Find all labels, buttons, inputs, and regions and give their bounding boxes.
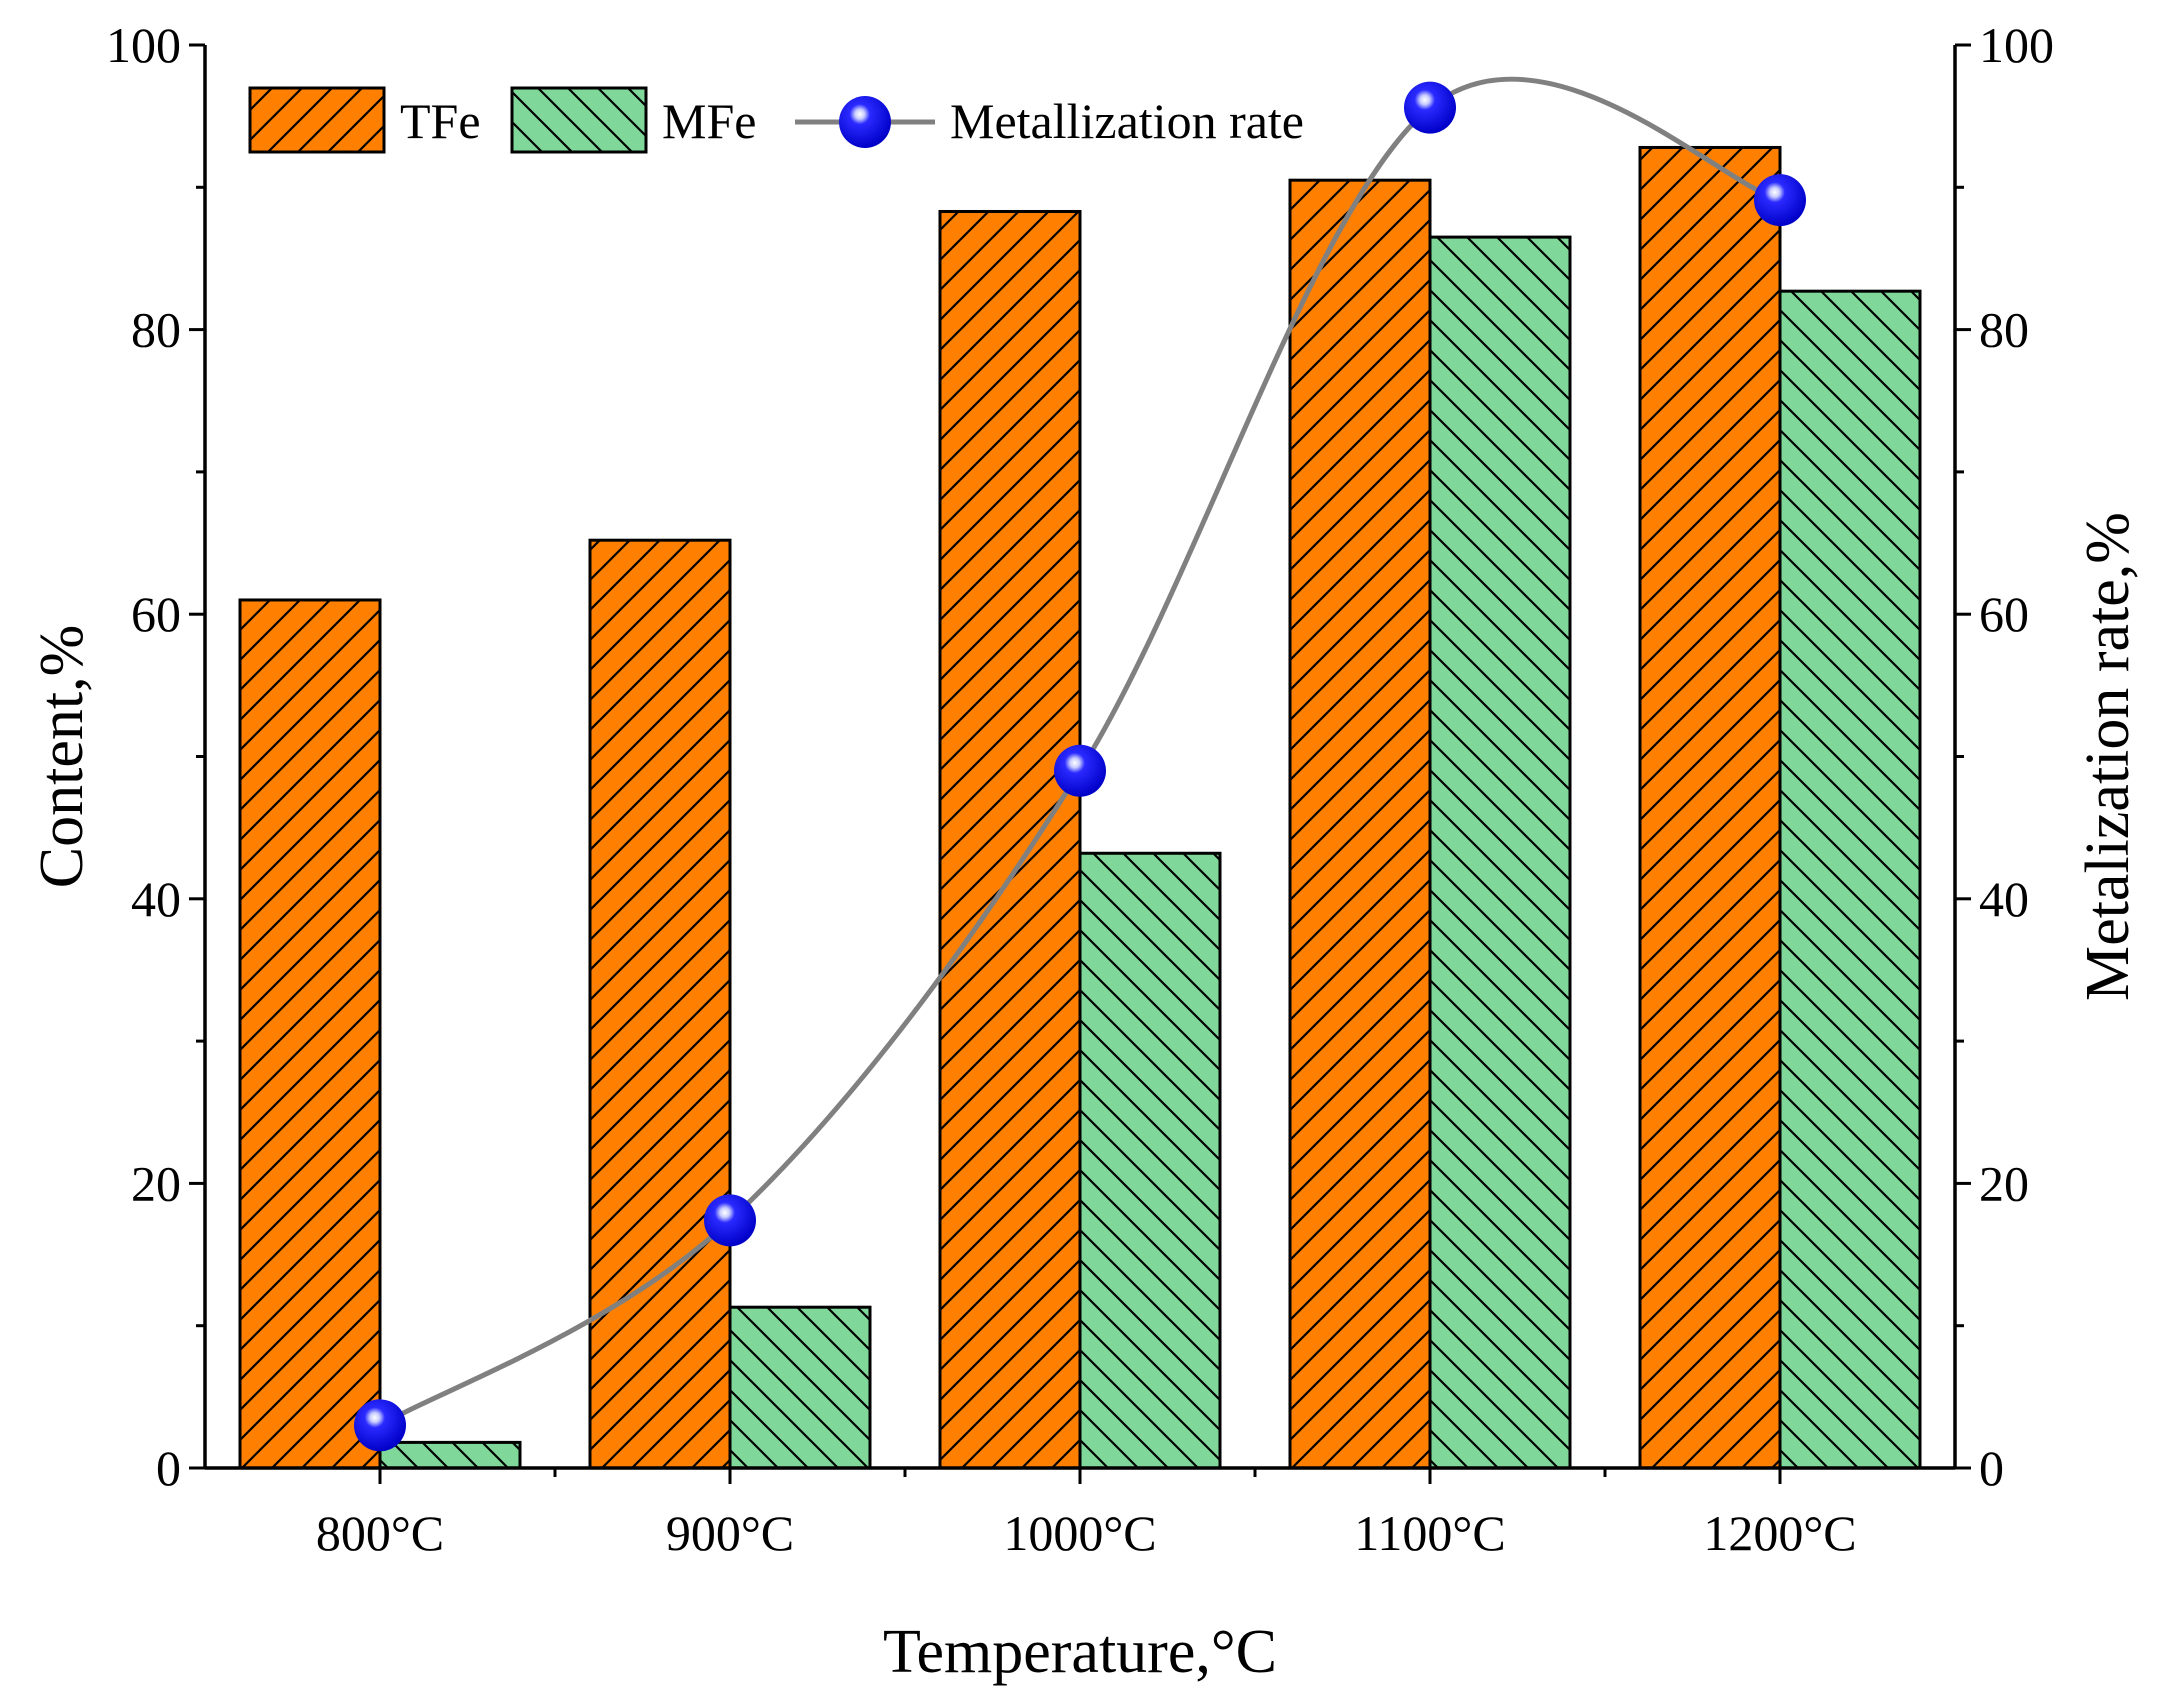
bar-mfe-3 [1428, 235, 1572, 1470]
y-tick-label-left: 100 [106, 17, 181, 73]
y-tick-label-left: 40 [131, 871, 181, 927]
bar-tfe-3 [1288, 178, 1432, 1470]
y-tick-label-right: 60 [1979, 586, 2029, 642]
metallization-rate-point-1 [704, 1194, 756, 1247]
legend-marker-metallization-rate [839, 96, 891, 148]
x-tick-label: 1100°C [1354, 1505, 1506, 1561]
y-tick-label-right: 20 [1979, 1155, 2029, 1211]
bar-tfe-outline [1638, 145, 1782, 1470]
x-axis-title: Temperature,°C [883, 1618, 1277, 1686]
bar-tfe-4 [1638, 145, 1782, 1470]
legend-label-metallization-rate: Metallization rate [950, 93, 1304, 149]
y-tick-label-right: 80 [1979, 302, 2029, 358]
legend: TFe MFe Metallization rate [248, 86, 1304, 154]
bar-tfe-2 [938, 209, 1082, 1470]
x-tick-label: 1200°C [1703, 1505, 1856, 1561]
x-tick-label: 800°C [316, 1505, 444, 1561]
y-tick-label-left: 20 [131, 1155, 181, 1211]
bar-tfe-outline [1288, 178, 1432, 1470]
bar-tfe-0 [238, 598, 382, 1470]
legend-swatch-tfe-hatch [248, 86, 386, 154]
legend-item-tfe: TFe [248, 86, 481, 154]
bar-mfe-outline [1778, 289, 1922, 1470]
y-tick-label-left: 80 [131, 302, 181, 358]
legend-item-mfe: MFe [510, 86, 756, 154]
bars-layer [238, 145, 1922, 1470]
y-axis-right-title: Metalization rate,% [2074, 512, 2142, 1001]
metallization-rate-point-4 [1754, 174, 1806, 227]
y-tick-label-right: 100 [1979, 17, 2054, 73]
x-tick-label: 1000°C [1003, 1505, 1156, 1561]
axes-layer: 0 20 40 60 80 100 0 20 40 60 80 100 800°C 900°C 1000°C… [106, 17, 2054, 1561]
bar-mfe-outline [1428, 235, 1572, 1470]
x-tick-label: 900°C [666, 1505, 794, 1561]
bar-mfe-outline [728, 1305, 872, 1470]
y-tick-label-right: 40 [1979, 871, 2029, 927]
bar-tfe-outline [938, 209, 1082, 1470]
y-axis-title: Content,% [28, 625, 96, 888]
y-tick-label-left: 0 [156, 1440, 181, 1496]
y-tick-label-right: 0 [1979, 1440, 2004, 1496]
bar-tfe-outline [238, 598, 382, 1470]
metallization-rate-line [378, 76, 1781, 1428]
bar-mfe-outline [378, 1440, 522, 1470]
bar-mfe-4 [1778, 289, 1922, 1470]
bar-mfe-outline [1078, 851, 1222, 1470]
bar-mfe-1 [728, 1305, 872, 1470]
bar-mfe-2 [1078, 851, 1222, 1470]
bar-mfe-0 [378, 1440, 522, 1470]
metallization-rate-point-0 [354, 1399, 406, 1452]
legend-swatch-mfe-hatch [510, 86, 648, 154]
legend-label-mfe: MFe [662, 93, 756, 149]
y-tick-label-left: 60 [131, 586, 181, 642]
legend-label-tfe: TFe [400, 93, 481, 149]
bar-tfe-1 [588, 538, 732, 1470]
metallization-rate-point-3 [1404, 81, 1456, 134]
metallization-rate-point-2 [1054, 744, 1106, 797]
metallization-line-layer [354, 76, 1806, 1452]
bar-tfe-outline [588, 538, 732, 1470]
legend-item-metallization-rate: Metallization rate [795, 93, 1304, 149]
